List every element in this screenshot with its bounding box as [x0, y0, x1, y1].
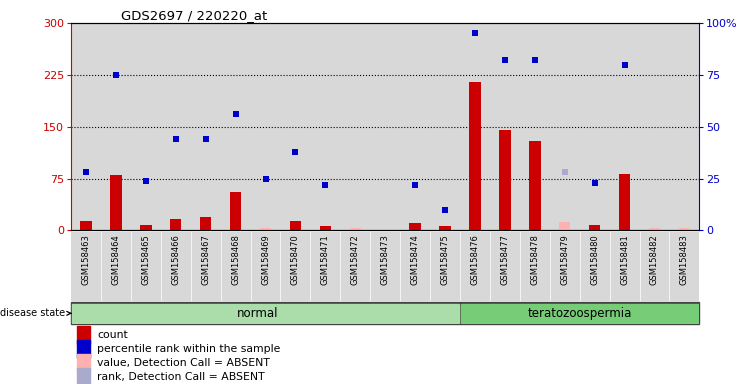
Bar: [499, 130, 511, 230]
Bar: [649, 228, 660, 230]
Bar: [640, 23, 669, 230]
Text: GSM158464: GSM158464: [111, 234, 120, 285]
Bar: [170, 219, 182, 230]
Text: teratozoospermia: teratozoospermia: [527, 307, 632, 320]
Bar: [520, 232, 550, 301]
Text: disease state: disease state: [0, 308, 71, 318]
Bar: [430, 23, 460, 230]
Bar: [221, 23, 251, 230]
Bar: [589, 225, 601, 230]
Text: GSM158482: GSM158482: [650, 234, 659, 285]
Bar: [490, 23, 520, 230]
Bar: [221, 232, 251, 301]
Text: GSM158478: GSM158478: [530, 234, 539, 285]
Bar: [461, 303, 699, 323]
Text: GSM158479: GSM158479: [560, 234, 569, 285]
Bar: [131, 23, 161, 230]
Text: GSM158480: GSM158480: [590, 234, 599, 285]
Bar: [260, 228, 272, 230]
Bar: [460, 232, 490, 301]
Bar: [678, 228, 690, 230]
Bar: [559, 222, 571, 230]
Bar: [640, 232, 669, 301]
Bar: [140, 225, 152, 230]
Bar: [77, 326, 90, 344]
Bar: [319, 225, 331, 230]
Bar: [71, 232, 101, 301]
Bar: [77, 340, 90, 358]
Bar: [161, 23, 191, 230]
Text: GDS2697 / 220220_at: GDS2697 / 220220_at: [121, 9, 268, 22]
Bar: [77, 368, 90, 384]
Bar: [191, 23, 221, 230]
Text: percentile rank within the sample: percentile rank within the sample: [97, 344, 280, 354]
Bar: [310, 23, 340, 230]
Text: GSM158466: GSM158466: [171, 234, 180, 285]
Bar: [580, 23, 610, 230]
Text: GSM158463: GSM158463: [82, 234, 91, 285]
Bar: [400, 232, 430, 301]
Bar: [469, 82, 481, 230]
Bar: [161, 232, 191, 301]
Bar: [251, 232, 280, 301]
Text: GSM158467: GSM158467: [201, 234, 210, 285]
Bar: [200, 217, 212, 230]
Bar: [550, 23, 580, 230]
Bar: [409, 223, 421, 230]
Text: GSM158481: GSM158481: [620, 234, 629, 285]
Bar: [280, 23, 310, 230]
Text: GSM158475: GSM158475: [441, 234, 450, 285]
Bar: [289, 221, 301, 230]
Bar: [370, 232, 400, 301]
Bar: [529, 141, 541, 230]
Text: normal: normal: [237, 307, 279, 320]
Bar: [340, 23, 370, 230]
Bar: [669, 23, 699, 230]
Bar: [191, 232, 221, 301]
Text: value, Detection Call = ABSENT: value, Detection Call = ABSENT: [97, 358, 270, 368]
Text: GSM158465: GSM158465: [141, 234, 150, 285]
Bar: [610, 23, 640, 230]
Bar: [580, 232, 610, 301]
Text: GSM158476: GSM158476: [470, 234, 479, 285]
Text: GSM158474: GSM158474: [411, 234, 420, 285]
Bar: [101, 23, 131, 230]
Bar: [490, 232, 520, 301]
Bar: [520, 23, 550, 230]
Bar: [349, 228, 361, 230]
Bar: [430, 232, 460, 301]
Bar: [80, 222, 92, 230]
Text: GSM158483: GSM158483: [680, 234, 689, 285]
Text: count: count: [97, 330, 128, 340]
Bar: [131, 232, 161, 301]
Bar: [310, 232, 340, 301]
Text: GSM158468: GSM158468: [231, 234, 240, 285]
Bar: [230, 192, 242, 230]
Bar: [110, 175, 122, 230]
Text: GSM158471: GSM158471: [321, 234, 330, 285]
Bar: [610, 232, 640, 301]
Text: GSM158469: GSM158469: [261, 234, 270, 285]
Bar: [77, 354, 90, 372]
Bar: [619, 174, 631, 230]
Bar: [101, 232, 131, 301]
Bar: [280, 232, 310, 301]
Bar: [439, 226, 451, 230]
Bar: [669, 232, 699, 301]
Bar: [460, 23, 490, 230]
Bar: [71, 23, 101, 230]
Bar: [550, 232, 580, 301]
Bar: [400, 23, 430, 230]
Bar: [251, 23, 280, 230]
Text: GSM158472: GSM158472: [351, 234, 360, 285]
Text: GSM158470: GSM158470: [291, 234, 300, 285]
Bar: [72, 303, 459, 323]
Bar: [340, 232, 370, 301]
Text: rank, Detection Call = ABSENT: rank, Detection Call = ABSENT: [97, 372, 265, 382]
Text: GSM158477: GSM158477: [500, 234, 509, 285]
Bar: [370, 23, 400, 230]
Text: GSM158473: GSM158473: [381, 234, 390, 285]
